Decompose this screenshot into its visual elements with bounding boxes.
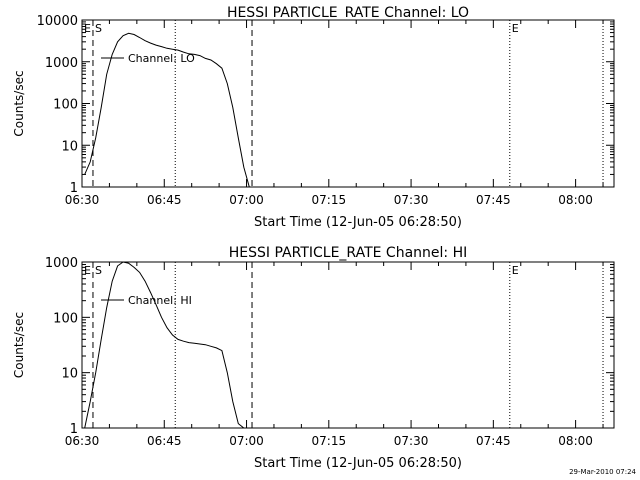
y-axis-label: Counts/sec xyxy=(12,312,26,378)
x-tick-label: 06:30 xyxy=(65,434,100,448)
x-axis-label: Start Time (12-Jun-05 06:28:50) xyxy=(254,215,462,230)
chart-title: HESSI PARTICLE_RATE Channel: LO xyxy=(227,5,469,21)
chart-title: HESSI PARTICLE_RATE Channel: HI xyxy=(229,245,467,261)
x-tick-label: 08:00 xyxy=(558,193,593,207)
x-axis-label: Start Time (12-Jun-05 06:28:50) xyxy=(254,456,462,471)
y-tick-label: 100 xyxy=(53,98,78,113)
plot-frame xyxy=(81,261,615,429)
footer-timestamp: 29-Mar-2010 07:24 xyxy=(569,468,636,476)
data-series-line xyxy=(84,32,250,188)
x-tick-label: 07:30 xyxy=(394,434,429,448)
x-tick-label: 07:45 xyxy=(476,434,511,448)
x-tick-label: 07:00 xyxy=(229,434,264,448)
x-tick-label: 07:30 xyxy=(394,193,429,207)
x-tick-label: 07:00 xyxy=(229,193,264,207)
y-tick-label: 10 xyxy=(61,139,78,154)
y-axis-label: Counts/sec xyxy=(12,70,26,136)
x-tick-label: 07:15 xyxy=(312,434,347,448)
panel-channel-lo: HESSI PARTICLE_RATE Channel: LO 06:30 06:4… xyxy=(12,5,615,230)
x-tick-label: 08:00 xyxy=(558,434,593,448)
data-series-line xyxy=(84,261,245,429)
x-tick-label: 06:30 xyxy=(65,193,100,207)
event-marker-label: E xyxy=(84,264,91,277)
x-tick-label: 06:45 xyxy=(147,193,182,207)
event-marker-label: E xyxy=(512,264,519,277)
y-tick-label: 10 xyxy=(61,367,78,382)
x-tick-label: 06:45 xyxy=(147,434,182,448)
event-marker-label: S xyxy=(95,22,102,35)
y-tick-label: 10000 xyxy=(37,14,78,29)
y-tick-label: 1 xyxy=(70,181,78,196)
event-marker-label: S xyxy=(95,264,102,277)
event-marker-label: E xyxy=(84,22,91,35)
legend-label: Channel: LO xyxy=(128,52,195,65)
y-tick-label: 1 xyxy=(70,422,78,437)
legend-label: Channel: HI xyxy=(128,294,192,307)
plot-frame xyxy=(81,19,615,188)
panel-channel-hi: HESSI PARTICLE_RATE Channel: HI 06:30 06:4… xyxy=(12,245,615,471)
y-tick-label: 1000 xyxy=(45,256,78,271)
y-tick-label: 100 xyxy=(53,311,78,326)
event-marker-label: E xyxy=(512,22,519,35)
x-tick-label: 07:15 xyxy=(312,193,347,207)
x-tick-label: 07:45 xyxy=(476,193,511,207)
y-tick-label: 1000 xyxy=(45,56,78,71)
